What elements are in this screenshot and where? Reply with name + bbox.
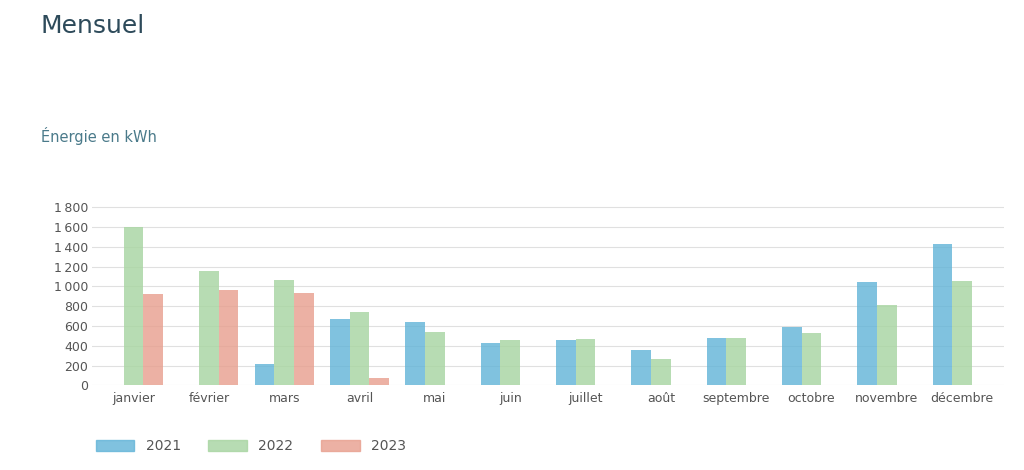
Bar [782,327,802,385]
Text: Mensuel: Mensuel [41,14,145,38]
Bar [255,364,274,385]
Bar [501,340,520,385]
Bar [481,344,501,385]
Bar [425,332,444,385]
Bar [857,282,877,385]
Bar [726,338,745,385]
Bar [556,340,575,385]
Bar [124,227,143,385]
Bar [651,359,671,385]
Bar [274,280,294,385]
Bar [406,322,425,385]
Bar [933,244,952,385]
Bar [199,271,219,385]
Bar [219,290,239,385]
Bar [370,378,389,385]
Bar [143,294,163,385]
Bar [802,333,821,385]
Text: Énergie en kWh: Énergie en kWh [41,127,157,145]
Bar [294,293,313,385]
Bar [350,312,370,385]
Bar [707,338,726,385]
Bar [877,305,897,385]
Bar [330,319,350,385]
Legend: 2021, 2022, 2023: 2021, 2022, 2023 [90,434,412,459]
Bar [632,350,651,385]
Bar [952,281,972,385]
Bar [575,339,595,385]
